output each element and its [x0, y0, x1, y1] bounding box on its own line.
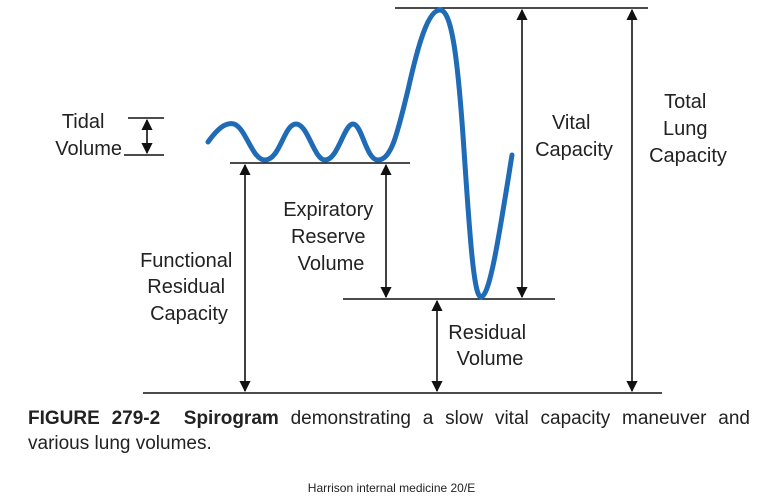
figure-caption: FIGURE 279-2 Spirogram demonstrating a s…	[28, 406, 750, 456]
caption-text: demonstrating a slow vital capacity mane…	[28, 408, 750, 454]
vc-label: Vital Capacity	[535, 112, 613, 161]
label-line: Capacity	[535, 139, 613, 161]
tlc-label: Total Lung Capacity	[649, 91, 727, 167]
label-line: Vital	[552, 112, 591, 134]
label-line: Residual	[147, 276, 225, 298]
label-line: Tidal	[62, 111, 105, 133]
erv-label: Expiratory Reserve Volume	[283, 199, 379, 275]
label-line: Volume	[55, 138, 122, 160]
caption-title: Spirogram	[183, 408, 279, 429]
label-line: Total	[664, 91, 706, 113]
spirogram-diagram: Tidal Volume Functional Residual Capacit…	[55, 7, 727, 394]
label-line: Capacity	[150, 303, 228, 325]
label-line: Volume	[457, 348, 524, 370]
frc-label: Functional Residual Capacity	[140, 250, 238, 325]
label-line: Volume	[298, 253, 365, 275]
rv-label: Residual Volume	[448, 322, 531, 370]
label-line: Expiratory	[283, 199, 373, 221]
figure-number: FIGURE 279-2	[28, 408, 161, 429]
label-line: Functional	[140, 250, 232, 272]
label-line: Capacity	[649, 145, 727, 167]
label-line: Lung	[663, 118, 708, 140]
source-note: Harrison internal medicine 20/E	[307, 481, 476, 495]
label-line: Reserve	[291, 226, 365, 248]
label-line: Residual	[448, 322, 526, 344]
spirogram-curve	[205, 7, 515, 300]
tidal-volume-label: Tidal Volume	[55, 111, 122, 160]
